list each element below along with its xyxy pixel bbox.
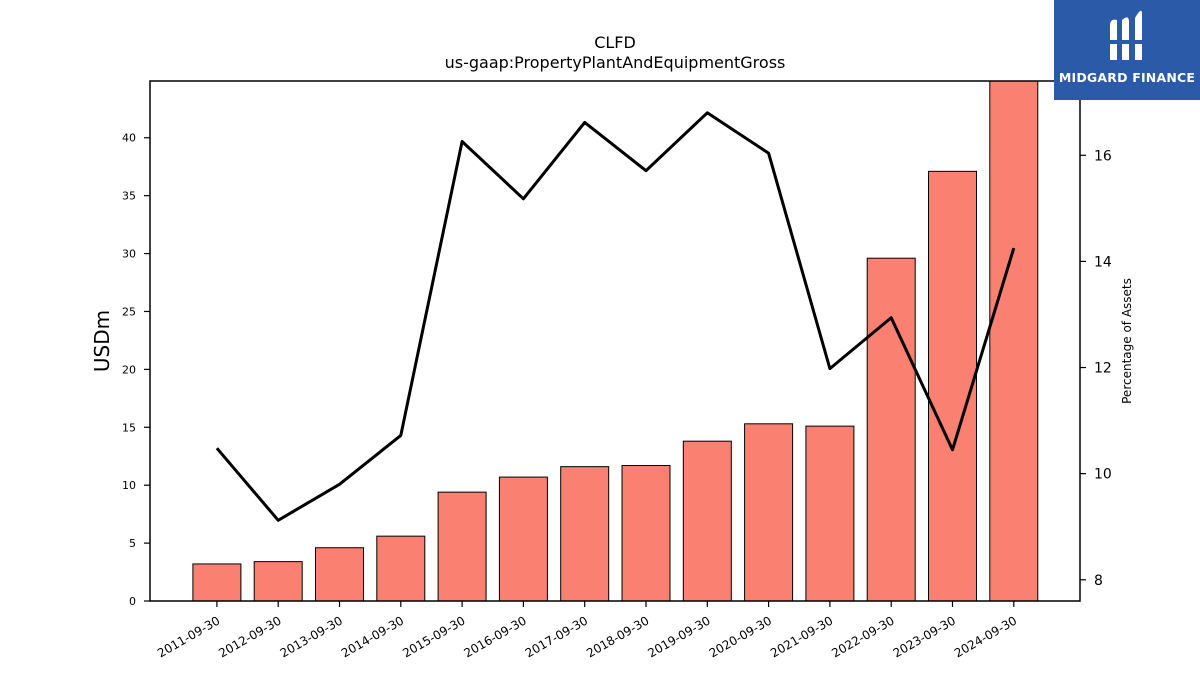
x-tick-label: 2017-09-30 xyxy=(523,613,590,660)
bar xyxy=(621,464,671,602)
bar xyxy=(437,491,487,602)
y-tick-label: 20 xyxy=(122,363,136,376)
y2-tick-label: 8 xyxy=(1094,573,1103,589)
bar xyxy=(682,440,732,602)
bar xyxy=(805,425,855,602)
y-tick-label: 25 xyxy=(122,305,136,318)
logo-mark-icon xyxy=(1108,10,1144,61)
midgard-finance-logo: MIDGARD FINANCE xyxy=(1054,0,1200,100)
y-axis-left: 0 5 10 15 20 25 30 35 40 xyxy=(122,132,150,608)
y2-tick-label: 16 xyxy=(1094,148,1112,164)
y2-tick-label: 12 xyxy=(1094,361,1112,377)
bar xyxy=(192,563,242,602)
x-tick-label: 2015-09-30 xyxy=(400,613,467,660)
y-tick-label: 30 xyxy=(122,248,136,261)
bar xyxy=(866,257,916,602)
x-tick-label: 2014-09-30 xyxy=(339,613,406,660)
x-tick-label: 2024-09-30 xyxy=(952,613,1019,660)
x-tick-label: 2013-09-30 xyxy=(278,613,345,660)
x-tick-label: 2019-09-30 xyxy=(645,613,712,660)
y-tick-label: 0 xyxy=(129,595,136,608)
y-tick-label: 10 xyxy=(122,479,136,492)
y-tick-label: 40 xyxy=(122,132,136,145)
x-tick-label: 2021-09-30 xyxy=(768,613,835,660)
y2-tick-label: 10 xyxy=(1094,467,1112,483)
bar xyxy=(989,80,1039,602)
bar xyxy=(315,547,364,602)
bar xyxy=(744,423,794,602)
line-path xyxy=(215,111,1016,522)
bar-series xyxy=(192,80,1039,602)
chart-subtitle: us-gaap:PropertyPlantAndEquipmentGross xyxy=(445,53,786,72)
y-tick-label: 15 xyxy=(122,421,136,434)
x-tick-label: 2011-09-30 xyxy=(155,613,222,660)
x-tick-label: 2012-09-30 xyxy=(216,613,283,660)
bar xyxy=(928,170,977,602)
line-series xyxy=(215,111,1016,522)
x-tick-label: 2020-09-30 xyxy=(707,613,774,660)
x-tick-label: 2018-09-30 xyxy=(584,613,651,660)
y-axis-right: 8 10 12 14 16 xyxy=(1080,148,1112,589)
bar xyxy=(560,466,610,602)
x-axis: 2011-09-302012-09-302013-09-302014-09-30… xyxy=(155,601,1019,660)
bar xyxy=(498,476,548,602)
plot-frame xyxy=(149,80,1081,602)
y-axis-label: USDm xyxy=(90,310,114,372)
y-tick-label: 35 xyxy=(122,190,136,203)
logo-text: MIDGARD FINANCE xyxy=(1058,70,1196,85)
bar xyxy=(253,561,303,602)
y2-axis-label: Percentage of Assets xyxy=(1120,278,1134,404)
chart-title: CLFD xyxy=(594,33,636,52)
x-tick-label: 2016-09-30 xyxy=(461,613,528,660)
x-tick-label: 2023-09-30 xyxy=(891,613,958,660)
x-tick-label: 2022-09-30 xyxy=(829,613,896,660)
y2-tick-label: 14 xyxy=(1094,254,1112,270)
y-tick-label: 5 xyxy=(129,537,136,550)
bar xyxy=(376,535,426,602)
